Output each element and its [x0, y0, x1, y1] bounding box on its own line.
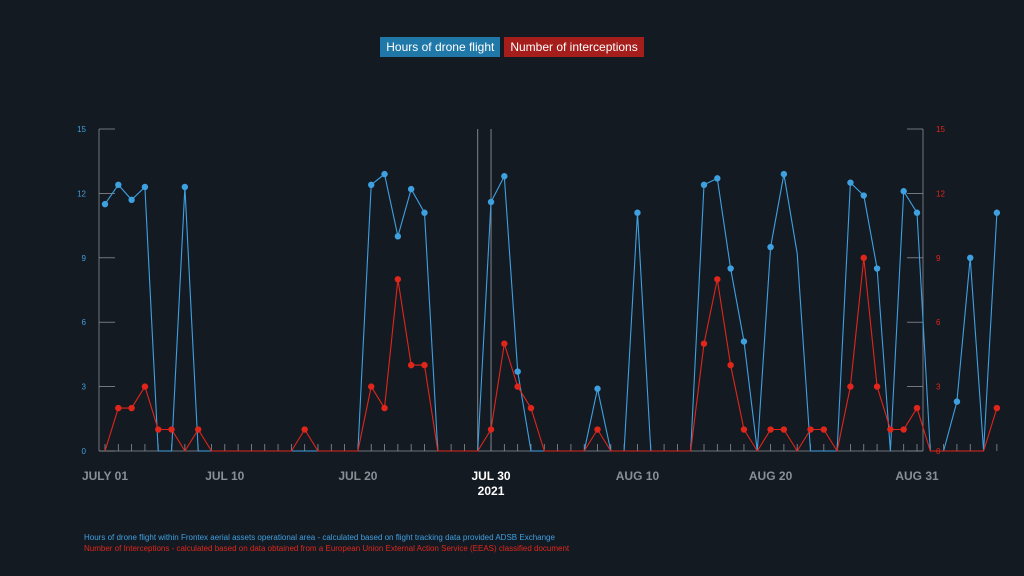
x-tick-label: JULY 01 — [82, 469, 128, 483]
left-y-tick-label: 6 — [82, 318, 87, 327]
data-point-interceptions — [873, 383, 881, 390]
right-y-tick-label: 12 — [936, 189, 945, 198]
data-point-interceptions — [168, 426, 175, 433]
x-tick-label: JUL 30 — [471, 469, 510, 483]
legend-flight: Hours of drone flight — [380, 37, 501, 57]
chart-legend: Hours of drone flight Number of intercep… — [0, 37, 1024, 57]
data-point-flight — [727, 265, 734, 272]
data-point-flight — [740, 338, 748, 345]
data-point-flight — [594, 385, 601, 392]
data-point-flight — [115, 181, 122, 189]
data-point-interceptions — [421, 361, 428, 369]
data-point-interceptions — [141, 383, 149, 390]
series-line-interceptions — [104, 257, 998, 452]
right-y-tick-label: 6 — [936, 318, 941, 327]
data-point-flight — [128, 196, 135, 204]
x-tick-label: AUG 31 — [895, 469, 939, 483]
data-point-interceptions — [860, 254, 867, 261]
data-point-interceptions — [368, 383, 375, 390]
footnote-interceptions: Number of Interceptions - calculated bas… — [84, 544, 570, 553]
data-point-flight — [714, 175, 721, 182]
data-point-flight — [967, 254, 974, 261]
right-y-tick-label: 3 — [936, 383, 941, 392]
data-point-flight — [993, 209, 1001, 216]
left-y-tick-label: 12 — [77, 189, 86, 198]
data-point-flight — [181, 183, 189, 191]
data-point-interceptions — [767, 426, 774, 433]
data-point-flight — [368, 181, 375, 189]
data-point-interceptions — [301, 426, 308, 433]
data-point-interceptions — [194, 426, 202, 433]
legend-interceptions: Number of interceptions — [504, 37, 644, 57]
data-point-interceptions — [807, 426, 814, 433]
x-tick-label: JUL 20 — [338, 469, 377, 483]
data-point-flight — [407, 185, 415, 193]
data-point-flight — [913, 209, 921, 216]
data-point-interceptions — [887, 426, 894, 433]
data-point-interceptions — [700, 340, 708, 347]
data-point-interceptions — [155, 426, 162, 433]
data-point-interceptions — [727, 361, 734, 369]
data-point-flight — [847, 179, 854, 186]
footnote-flight: Hours of drone flight within Frontex aer… — [84, 533, 555, 542]
data-point-interceptions — [394, 276, 402, 283]
data-point-flight — [381, 170, 388, 178]
left-y-tick-label: 15 — [77, 125, 86, 134]
data-point-interceptions — [501, 340, 508, 347]
x-tick-label: AUG 20 — [749, 469, 793, 483]
data-point-interceptions — [594, 426, 601, 433]
data-point-flight — [101, 200, 109, 208]
data-point-flight — [900, 188, 907, 195]
right-y-tick-label: 9 — [936, 254, 941, 263]
data-point-flight — [700, 181, 708, 189]
data-point-flight — [501, 173, 508, 180]
data-point-flight — [514, 368, 521, 375]
data-point-flight — [634, 209, 641, 216]
data-point-interceptions — [913, 404, 921, 412]
data-point-flight — [421, 209, 428, 216]
data-point-interceptions — [128, 404, 135, 412]
data-point-interceptions — [847, 383, 854, 390]
data-point-interceptions — [115, 404, 122, 412]
data-point-interceptions — [820, 426, 828, 433]
data-point-interceptions — [714, 276, 721, 283]
data-point-interceptions — [740, 426, 748, 433]
data-point-flight — [141, 183, 149, 191]
left-y-tick-label: 3 — [82, 383, 87, 392]
data-point-flight — [767, 243, 774, 251]
series-line-flight — [104, 173, 998, 452]
data-point-interceptions — [487, 426, 495, 433]
x-tick-label: AUG 10 — [616, 469, 660, 483]
left-y-tick-label: 9 — [82, 254, 87, 263]
data-point-interceptions — [780, 426, 788, 433]
data-point-flight — [487, 198, 495, 206]
data-point-interceptions — [381, 404, 388, 412]
data-point-interceptions — [407, 361, 415, 369]
data-point-interceptions — [993, 404, 1001, 412]
right-y-tick-label: 15 — [936, 125, 945, 134]
x-tick-sublabel: 2021 — [478, 484, 505, 498]
footnotes: Hours of drone flight within Frontex aer… — [84, 532, 569, 554]
data-point-flight — [953, 398, 961, 405]
data-point-interceptions — [514, 383, 521, 390]
data-point-interceptions — [527, 404, 535, 412]
data-point-flight — [860, 192, 867, 199]
left-y-tick-label: 0 — [82, 447, 87, 456]
data-point-interceptions — [900, 426, 907, 433]
data-point-flight — [394, 233, 402, 240]
data-point-flight — [873, 265, 881, 272]
data-point-flight — [780, 170, 788, 178]
x-tick-label: JUL 10 — [205, 469, 244, 483]
